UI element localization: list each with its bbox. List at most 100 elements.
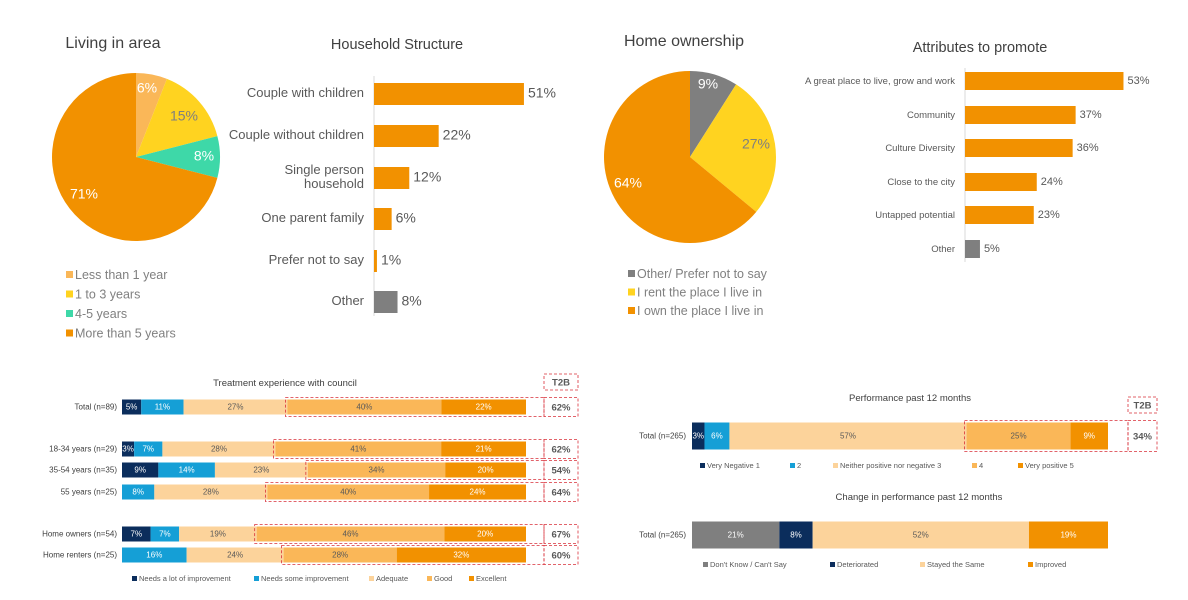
treatment-segment-label: 28% bbox=[332, 551, 348, 560]
treatment-segment-label: 23% bbox=[253, 466, 269, 475]
household-category-label: Couple with children bbox=[247, 85, 364, 100]
attributes-value-label: 53% bbox=[1127, 75, 1149, 87]
household-chart: Household Structure 51% Couple with childr… bbox=[229, 37, 556, 316]
attributes-bar bbox=[965, 139, 1073, 157]
treatment-segment-label: 5% bbox=[126, 403, 138, 412]
performance-legend-label: 4 bbox=[979, 461, 983, 470]
change-legend-swatch bbox=[1028, 562, 1033, 567]
treatment-segment-label: 28% bbox=[203, 488, 219, 497]
treatment-segment-label: 14% bbox=[179, 466, 195, 475]
change-segment bbox=[1028, 521, 1108, 549]
treatment-segment-label: 24% bbox=[470, 488, 486, 497]
treatment-segment bbox=[256, 526, 445, 542]
performance-legend-swatch bbox=[833, 463, 838, 468]
performance-legend-swatch bbox=[790, 463, 795, 468]
household-category-line: Other bbox=[331, 293, 364, 308]
change-segment bbox=[692, 521, 780, 549]
treatment-segment-label: 27% bbox=[227, 403, 243, 412]
treatment-segment-label: 21% bbox=[476, 445, 492, 454]
performance-legend-label: Very positive 5 bbox=[1025, 461, 1074, 470]
treatment-segment-label: 32% bbox=[453, 551, 469, 560]
treatment-segment bbox=[441, 399, 526, 415]
treatment-legend-label: Needs a lot of improvement bbox=[139, 574, 232, 583]
household-bar bbox=[374, 208, 392, 230]
treatment-segment bbox=[122, 441, 135, 457]
treatment-segment-label: 40% bbox=[340, 488, 356, 497]
attributes-category-line: Close to the city bbox=[887, 177, 955, 188]
living-legend-label: 1 to 3 years bbox=[75, 288, 140, 302]
treatment-category-label: Home renters (n=25) bbox=[43, 551, 117, 560]
change-legend-label: Stayed the Same bbox=[927, 560, 985, 569]
attributes-category-label: Other bbox=[931, 244, 955, 255]
living-legend-swatch bbox=[66, 329, 73, 337]
living-legend-swatch bbox=[66, 310, 73, 317]
living-slice bbox=[136, 73, 167, 157]
treatment-t2b-box bbox=[543, 482, 579, 502]
change-legend-label: Improved bbox=[1035, 560, 1066, 569]
household-category-label: Couple without children bbox=[229, 127, 364, 142]
treatment-segment bbox=[122, 462, 159, 478]
treatment-category-label: 55 years (n=25) bbox=[61, 488, 118, 497]
home-chart: Home ownership 9% 27% 64% Other/ Prefer not … bbox=[603, 33, 776, 318]
treatment-t2b-value: 67% bbox=[551, 530, 571, 541]
change-segment-label: 19% bbox=[1060, 531, 1076, 540]
home-legend-swatch bbox=[628, 288, 635, 296]
performance-chart: Performance past 12 months 3% 6% 57% 25% 9% To… bbox=[639, 393, 1158, 470]
treatment-segment bbox=[141, 399, 184, 415]
household-value-label: 1% bbox=[381, 252, 401, 268]
home-legend-label: I rent the place I live in bbox=[637, 286, 762, 300]
treatment-legend-label: Adequate bbox=[376, 574, 408, 583]
treatment-segment bbox=[154, 484, 268, 500]
household-bar bbox=[374, 125, 439, 147]
treatment-t2b-value: 54% bbox=[551, 466, 571, 477]
living-legend-swatch bbox=[66, 271, 73, 278]
treatment-t2b-box bbox=[543, 397, 579, 417]
treatment-segment bbox=[441, 441, 526, 457]
household-category-line: household bbox=[304, 176, 364, 191]
treatment-segment bbox=[179, 526, 257, 542]
treatment-segment-label: 20% bbox=[477, 530, 493, 539]
treatment-segment-label: 24% bbox=[227, 551, 243, 560]
performance-t2b-frame bbox=[964, 420, 1129, 452]
treatment-segment-label: 11% bbox=[155, 403, 170, 412]
treatment-segment-label: 34% bbox=[369, 466, 385, 475]
treatment-legend-swatch bbox=[132, 576, 137, 581]
treatment-t2b-box bbox=[543, 524, 579, 544]
attributes-value-label: 24% bbox=[1041, 176, 1063, 188]
treatment-segment-label: 9% bbox=[134, 466, 146, 475]
treatment-segment bbox=[162, 441, 276, 457]
attributes-value-label: 23% bbox=[1038, 209, 1060, 221]
attributes-category-line: Untapped potential bbox=[875, 210, 955, 221]
treatment-segment-label: 7% bbox=[159, 530, 171, 539]
performance-category-label: Total (n=265) bbox=[639, 432, 686, 441]
treatment-t2b-header-box bbox=[543, 373, 579, 391]
performance-segment bbox=[692, 422, 705, 450]
treatment-segment bbox=[287, 399, 442, 415]
attributes-bar bbox=[965, 240, 980, 258]
attributes-value-label: 5% bbox=[984, 243, 1000, 255]
performance-segment bbox=[966, 422, 1071, 450]
treatment-legend-swatch bbox=[254, 576, 259, 581]
treatment-segment bbox=[445, 462, 526, 478]
treatment-legend-label: Excellent bbox=[476, 574, 507, 583]
treatment-segment-label: 19% bbox=[210, 530, 226, 539]
attributes-category-line: Culture Diversity bbox=[885, 143, 955, 154]
performance-segment-label: 6% bbox=[711, 432, 723, 441]
living-slice-label: 15% bbox=[170, 108, 198, 124]
attributes-category-line: Other bbox=[931, 244, 955, 255]
treatment-title: Treatment experience with council bbox=[213, 378, 357, 389]
household-category-line: Couple with children bbox=[247, 85, 364, 100]
attributes-category-label: A great place to live, grow and work bbox=[805, 76, 955, 87]
living-chart: Living in area 6% 15% 8% 71% Less than 1 year… bbox=[52, 35, 221, 341]
treatment-legend-swatch bbox=[427, 576, 432, 581]
treatment-chart: Treatment experience with council 5% 11% 27… bbox=[42, 373, 579, 583]
attributes-category-label: Community bbox=[907, 110, 955, 121]
treatment-segment-label: 40% bbox=[356, 403, 372, 412]
household-value-label: 8% bbox=[402, 293, 422, 309]
home-slice-label: 27% bbox=[742, 136, 770, 152]
treatment-segment-label: 28% bbox=[211, 445, 227, 454]
performance-t2b-header-box bbox=[1127, 396, 1158, 414]
treatment-segment-label: 3% bbox=[122, 445, 134, 454]
treatment-t2b-value: 64% bbox=[551, 488, 571, 499]
